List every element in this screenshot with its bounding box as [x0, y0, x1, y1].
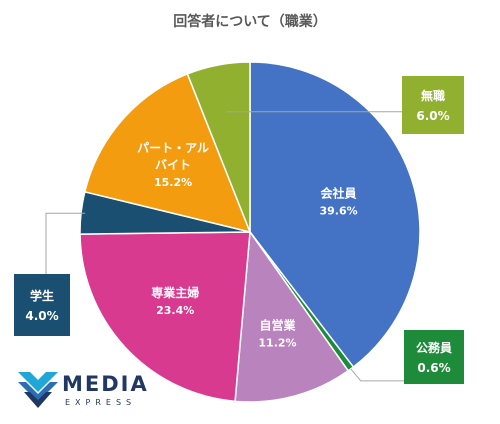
callout-label-4: 学生 4.0% — [25, 288, 58, 323]
callout-label-1: 公務員 0.6% — [416, 340, 452, 375]
leader-line-4 — [45, 212, 86, 274]
pie-slice-0 — [249, 61, 421, 369]
pie-slice-5 — [83, 72, 252, 234]
slice-label-5: パート・アルバイト 15.2% — [137, 141, 209, 189]
logo-sub: EXPRESS — [65, 398, 137, 407]
chart-title: 回答者について（職業） — [173, 13, 327, 30]
callout-box-4 — [14, 274, 70, 336]
slice-label-2: 自営業 11.2% — [258, 317, 296, 349]
pie-slice-2 — [234, 229, 350, 403]
logo-name: MEDIA — [62, 372, 149, 396]
leader-line-1 — [350, 368, 404, 382]
leader-lines — [45, 111, 404, 382]
callout-label-6: 無職 6.0% — [416, 88, 449, 123]
slice-labels: 会社員 39.6% 公務員 0.6% 自営業 11.2% 専業主婦 23.4% 学生 4.0% パー… — [14, 76, 464, 384]
pie-slice-6 — [186, 61, 251, 233]
callout-box-6 — [402, 76, 464, 134]
media-express-logo: MEDIA EXPRESS — [16, 370, 166, 412]
logo-chevron-icon — [18, 372, 58, 408]
pie-slice-3 — [79, 231, 251, 403]
pie-slices — [79, 61, 421, 403]
slice-label-3: 専業主婦 23.4% — [151, 285, 199, 317]
slice-label-0: 会社員 39.6% — [319, 185, 357, 217]
callout-box-1 — [404, 330, 464, 384]
